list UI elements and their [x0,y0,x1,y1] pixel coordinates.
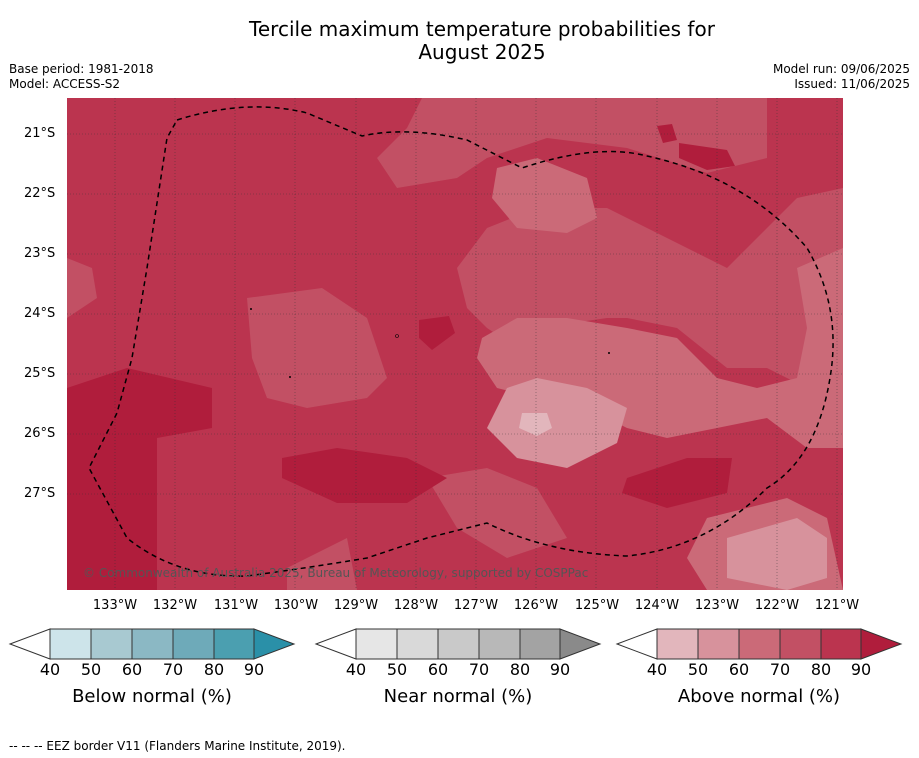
island [395,334,399,338]
copyright-notice: © Commonwealth of Australia 2025, Bureau… [83,566,589,580]
region-above-70-west [247,288,387,408]
region-above-70-south2 [427,468,567,558]
lat-label: 27°S [24,486,56,501]
region-above-90-west [67,368,212,590]
lon-label: 124°W [634,598,680,613]
island [250,308,252,310]
region-above-70-north [377,98,767,188]
lon-label: 121°W [814,598,860,613]
colorbar-below-normal [8,628,296,660]
issued-date: Issued: 11/06/2025 [794,77,910,91]
footnote: -- -- -- EEZ border V11 (Flanders Marine… [9,739,346,753]
lon-label: 122°W [754,598,800,613]
colorbar-tick: 90 [243,660,265,679]
colorbar-tick: 60 [121,660,143,679]
colorbar-min-arrow [314,628,357,660]
lon-label: 132°W [152,598,198,613]
colorbar-tick: 80 [203,660,225,679]
region-above-70-east [457,188,843,388]
lat-label: 21°S [24,126,56,141]
island [289,376,291,378]
region-above-50-center [487,378,627,468]
colorbar-tick: 70 [769,660,791,679]
map-panel [67,98,843,590]
lat-label: 24°S [24,306,56,321]
meta-left: Base period: 1981-2018 Model: ACCESS-S2 [9,62,154,92]
title-line-2: August 2025 [418,40,546,64]
colorbar-max-arrow [253,628,296,660]
colorbar-tick: 80 [509,660,531,679]
colorbar-tick: 50 [80,660,102,679]
region-above-70-south [287,538,357,590]
colorbar-label-near: Near normal (%) [383,686,533,707]
colorbar-tick: 40 [646,660,668,679]
colorbar-near-normal [314,628,602,660]
colorbar-tick: 40 [39,660,61,679]
lat-label: 22°S [24,186,56,201]
region-above-90-north1 [657,124,677,143]
colorbar-tick: 60 [427,660,449,679]
lon-label: 131°W [213,598,259,613]
lat-label: 25°S [24,366,56,381]
region-above-90-south [282,448,447,503]
lon-label: 133°W [92,598,138,613]
colorbar-tick: 50 [687,660,709,679]
lon-label: 127°W [453,598,499,613]
region-above-90-north2 [679,143,735,170]
lon-label: 129°W [333,598,379,613]
colorbar-above-normal [615,628,903,660]
colorbar-tick: 60 [728,660,750,679]
colorbar-min-arrow [615,628,658,660]
colorbar-tick: 70 [162,660,184,679]
base-period: Base period: 1981-2018 [9,62,154,76]
region-above-90-east [622,458,732,508]
model-run: Model run: 09/06/2025 [772,62,910,76]
lon-label: 125°W [574,598,620,613]
lat-label: 23°S [24,246,56,261]
lon-label: 128°W [393,598,439,613]
colorbar-min-arrow [8,628,51,660]
colorbar-max-arrow [559,628,602,660]
lon-label: 130°W [273,598,319,613]
region-above-40-center [519,413,552,436]
probability-map [67,98,843,590]
colorbar-label-below: Below normal (%) [72,686,232,707]
colorbar-tick: 90 [549,660,571,679]
colorbar-tick: 90 [850,660,872,679]
colorbar-tick: 40 [345,660,367,679]
region-above-70-edge [67,258,97,318]
colorbar-tick: 70 [468,660,490,679]
lon-label: 126°W [513,598,559,613]
colorbar-tick: 80 [810,660,832,679]
graticule [67,98,843,590]
model-name: Model: ACCESS-S2 [9,77,121,91]
lon-label: 123°W [694,598,740,613]
colorbar-tick: 50 [386,660,408,679]
island [608,352,610,354]
eez-border [88,106,834,577]
colorbar-label-above: Above normal (%) [677,686,841,707]
lat-label: 26°S [24,426,56,441]
title-line-1: Tercile maximum temperature probabilitie… [249,17,715,41]
map-title: Tercile maximum temperature probabilitie… [0,18,919,64]
meta-right: Model run: 09/06/2025 Issued: 11/06/2025 [773,62,910,92]
region-above-60-north [492,158,597,233]
colorbar-max-arrow [860,628,903,660]
region-above-90-center [419,316,455,350]
